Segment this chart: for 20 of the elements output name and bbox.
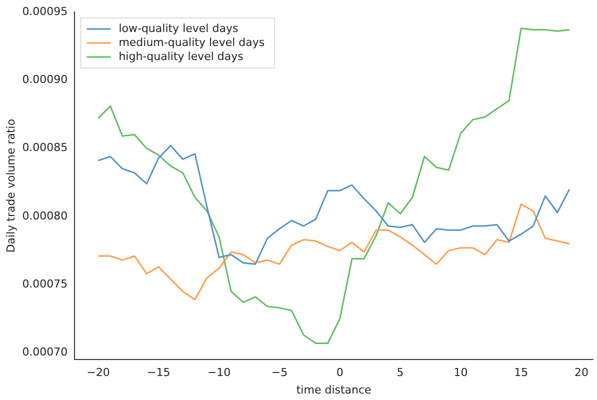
x-axis-title: time distance [296, 383, 372, 396]
legend-label: high-quality level days [118, 50, 244, 63]
y-tick-label: 0.00080 [22, 209, 68, 222]
x-tick-label: 15 [514, 366, 528, 380]
y-tick-label: 0.00085 [22, 141, 68, 154]
x-tick-label: −10 [207, 366, 231, 380]
x-tick-label: −5 [271, 366, 288, 380]
legend-label: low-quality level days [118, 22, 238, 35]
x-tick-label: 10 [454, 366, 468, 380]
x-tick-label: −15 [147, 366, 170, 380]
y-tick-label: 0.00090 [22, 73, 68, 86]
legend-label: medium-quality level days [118, 36, 265, 49]
y-tick-label: 0.00095 [22, 4, 68, 18]
y-tick-label: 0.00075 [22, 277, 68, 290]
x-tick-label: 0 [336, 366, 344, 380]
x-tick-label: 5 [396, 366, 404, 380]
y-tick-label: 0.00070 [22, 346, 68, 359]
x-tick-label: 20 [574, 366, 589, 380]
y-axis-title: Daily trade volume ratio [4, 118, 18, 253]
x-tick-label: −20 [86, 366, 110, 380]
